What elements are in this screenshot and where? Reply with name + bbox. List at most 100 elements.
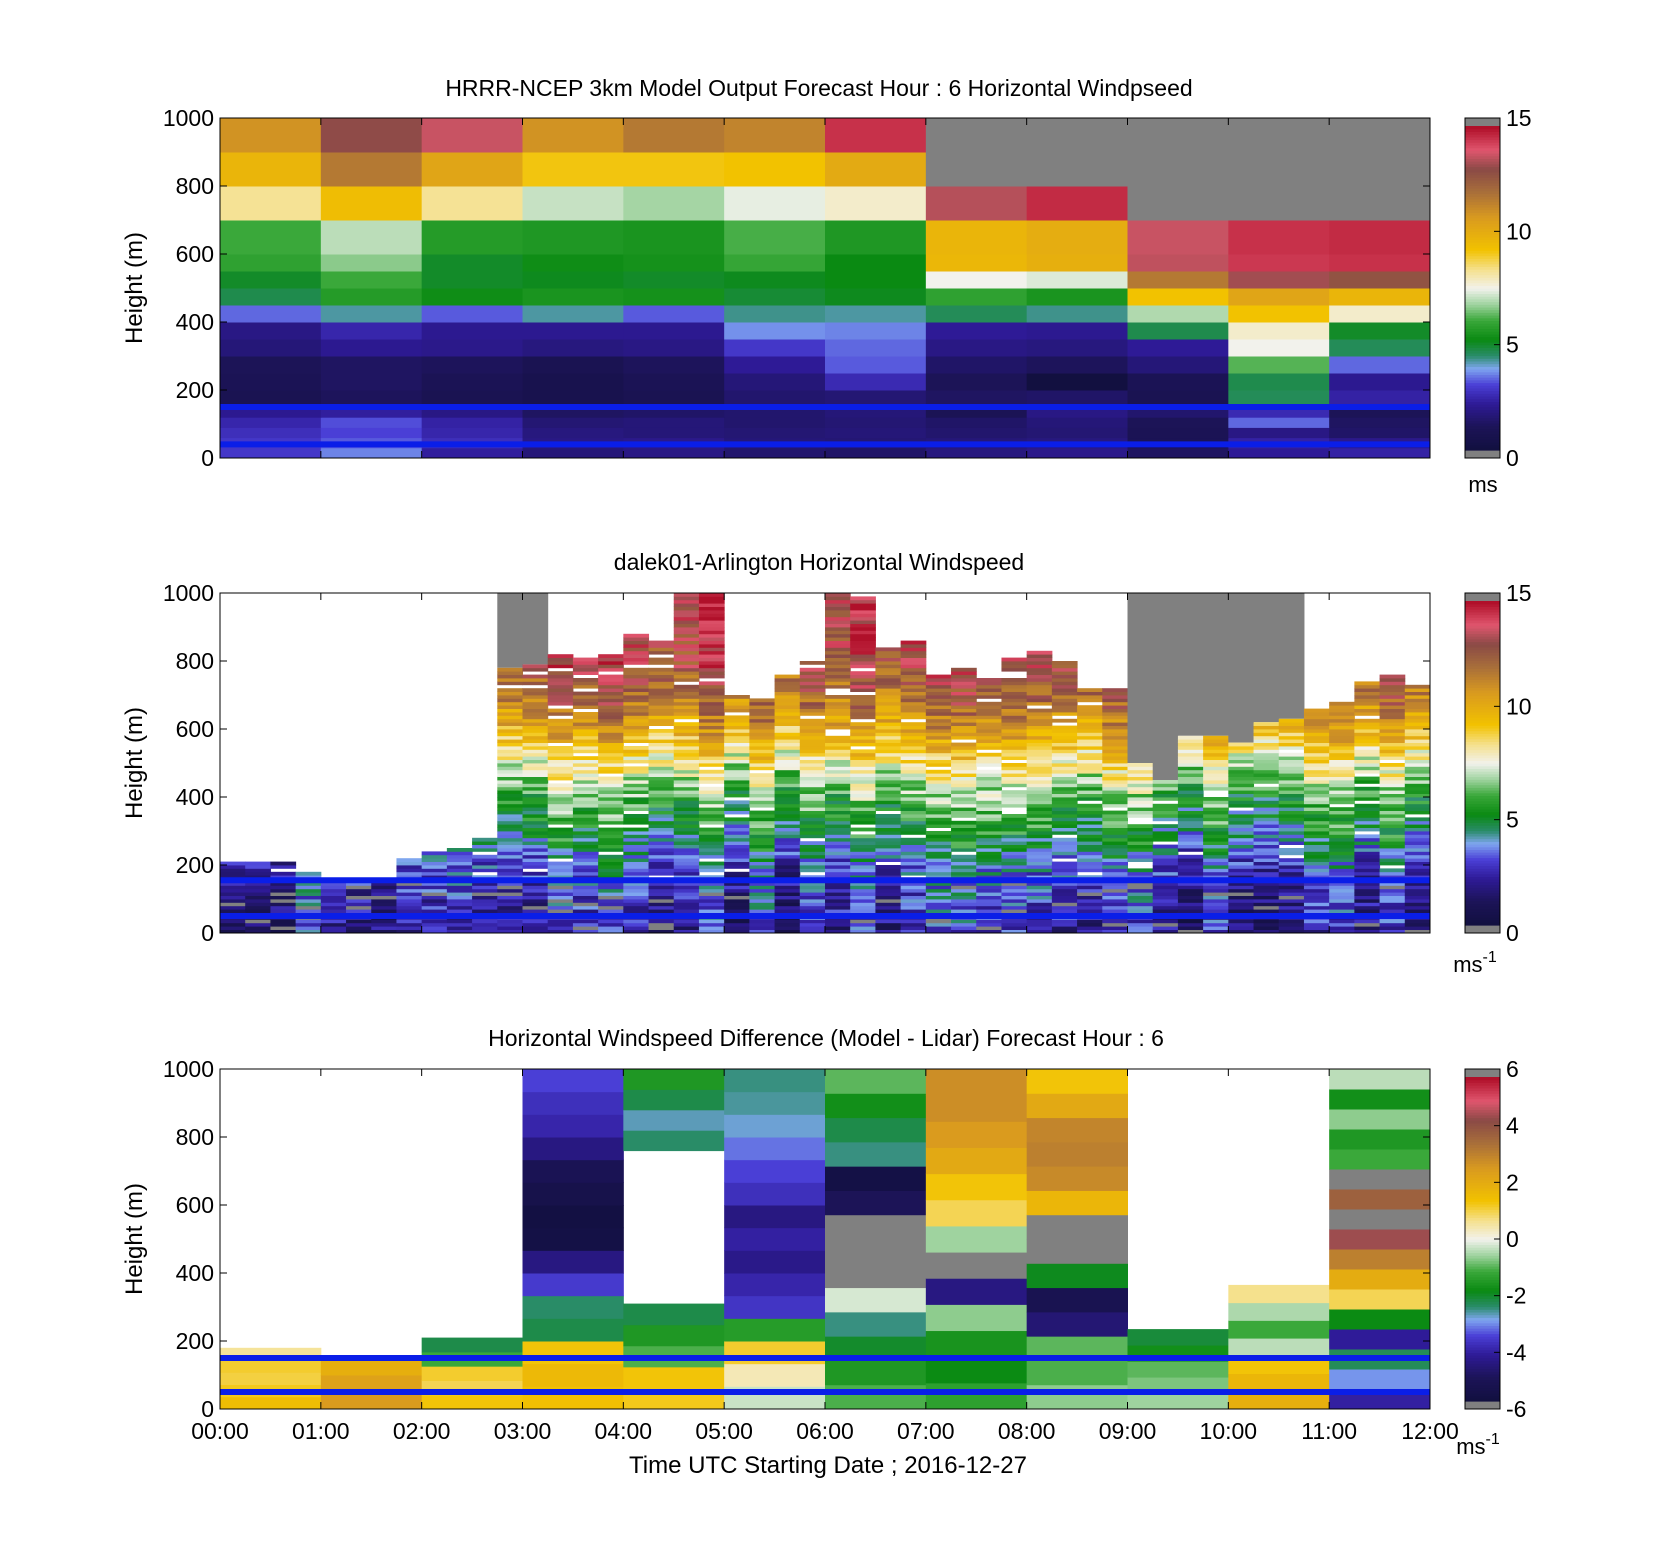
heatmap-cell: [825, 678, 851, 682]
heatmap-cell: [774, 858, 801, 862]
heatmap-cell: [1102, 763, 1128, 767]
heatmap-cell: [875, 732, 902, 737]
heatmap-cell: [598, 803, 624, 808]
heatmap-cell: [245, 865, 271, 869]
heatmap-cell: [1303, 888, 1330, 893]
heatmap-cell: [446, 926, 473, 930]
heatmap-cell: [1026, 688, 1053, 692]
heatmap-cell: [850, 899, 876, 903]
colorbar-swatch: [1465, 819, 1500, 823]
heatmap-cell: [875, 905, 902, 910]
colorbar-swatch: [1465, 633, 1500, 637]
heatmap-cell: [421, 356, 523, 374]
heatmap-cell: [1379, 705, 1406, 709]
colorbar-swatch: [1465, 285, 1500, 289]
heatmap-cell: [951, 803, 977, 808]
heatmap-cell: [698, 817, 725, 822]
heatmap-cell: [875, 667, 902, 672]
heatmap-cell: [1051, 844, 1078, 849]
heatmap-cell: [1329, 851, 1355, 856]
heatmap-cell: [648, 698, 675, 703]
heatmap-cell: [421, 118, 523, 153]
heatmap-cell: [346, 899, 372, 903]
panel-diff-title: Horizontal Windspeed Difference (Model -…: [488, 1025, 1164, 1051]
heatmap-cell: [673, 885, 700, 890]
heatmap-cell: [1102, 882, 1128, 886]
heatmap-cell: [623, 407, 725, 418]
heatmap-cell: [1404, 718, 1431, 723]
heatmap-cell: [673, 888, 700, 893]
heatmap-cell: [1228, 797, 1255, 801]
y-tick-label: 1000: [163, 105, 214, 131]
heatmap-cell: [673, 800, 700, 805]
heatmap-cell: [1203, 814, 1229, 818]
heatmap-cell: [1026, 831, 1053, 835]
heatmap-cell: [547, 749, 574, 754]
heatmap-cell: [1051, 766, 1078, 771]
colorbar-tick-label: -2: [1506, 1283, 1526, 1309]
heatmap-cell: [951, 820, 977, 825]
heatmap-cell: [673, 773, 700, 777]
heatmap-cell: [472, 892, 498, 896]
heatmap-cell: [1203, 899, 1229, 903]
heatmap-cell: [547, 803, 574, 808]
colorbar-tick-label: -4: [1506, 1339, 1527, 1365]
heatmap-cell: [850, 803, 876, 808]
heatmap-cell: [1228, 322, 1330, 340]
heatmap-cell: [497, 831, 523, 835]
heatmap-cell: [421, 288, 523, 306]
heatmap-cell: [1077, 749, 1103, 754]
heatmap-cell: [774, 793, 801, 798]
heatmap-cell: [698, 705, 725, 709]
heatmap-cell: [799, 844, 826, 849]
heatmap-cell: [346, 929, 372, 934]
heatmap-cell: [1127, 810, 1154, 815]
heatmap-cell: [976, 780, 1002, 784]
colorbar-swatch: [1465, 835, 1500, 840]
colorbar-swatch: [1465, 374, 1500, 378]
heatmap-cell: [598, 905, 624, 910]
heatmap-cell: [1102, 929, 1128, 934]
heatmap-cell: [572, 865, 599, 869]
heatmap-cell: [1303, 854, 1330, 859]
heatmap-cell: [1001, 664, 1028, 669]
heatmap-cell: [951, 722, 977, 726]
heatmap-cell: [547, 657, 574, 662]
heatmap-cell: [774, 807, 801, 811]
colorbar-swatch: [1465, 817, 1500, 821]
heatmap-cell: [1354, 732, 1381, 737]
heatmap-cell: [522, 1273, 624, 1297]
colorbar-swatch: [1465, 714, 1500, 718]
heatmap-cell: [900, 844, 927, 849]
colorbar-swatch: [1465, 331, 1500, 335]
heatmap-cell: [825, 834, 851, 839]
heatmap-cell: [1051, 712, 1078, 716]
heatmap-cell: [1329, 712, 1355, 716]
heatmap-cell: [900, 865, 927, 869]
heatmap-cell: [623, 848, 650, 852]
heatmap-cell: [572, 657, 599, 662]
heatmap-cell: [497, 742, 523, 747]
heatmap-cell: [648, 858, 675, 862]
heatmap-cell: [623, 729, 650, 733]
heatmap-cell: [421, 417, 523, 428]
colorbar-swatch: [1465, 844, 1500, 848]
heatmap-cell: [724, 895, 750, 900]
heatmap-cell: [1051, 698, 1078, 703]
heatmap-cell: [673, 844, 700, 849]
heatmap-cell: [724, 793, 750, 798]
heatmap-cell: [1329, 834, 1355, 839]
panel-model: HRRR-NCEP 3km Model Output Forecast Hour…: [121, 75, 1532, 497]
heatmap-cell: [951, 783, 977, 788]
colorbar-swatch: [1465, 741, 1500, 745]
colorbar-swatch: [1465, 263, 1500, 267]
heatmap-cell: [1253, 735, 1280, 740]
heatmap-cell: [1354, 871, 1381, 876]
heatmap-cell: [1051, 684, 1078, 689]
heatmap-cell: [799, 848, 826, 852]
heatmap-cell: [875, 780, 902, 784]
heatmap-cell: [925, 427, 1028, 439]
heatmap-cell: [598, 749, 624, 754]
colorbar-swatch: [1465, 228, 1500, 232]
heatmap-cell: [825, 657, 851, 662]
